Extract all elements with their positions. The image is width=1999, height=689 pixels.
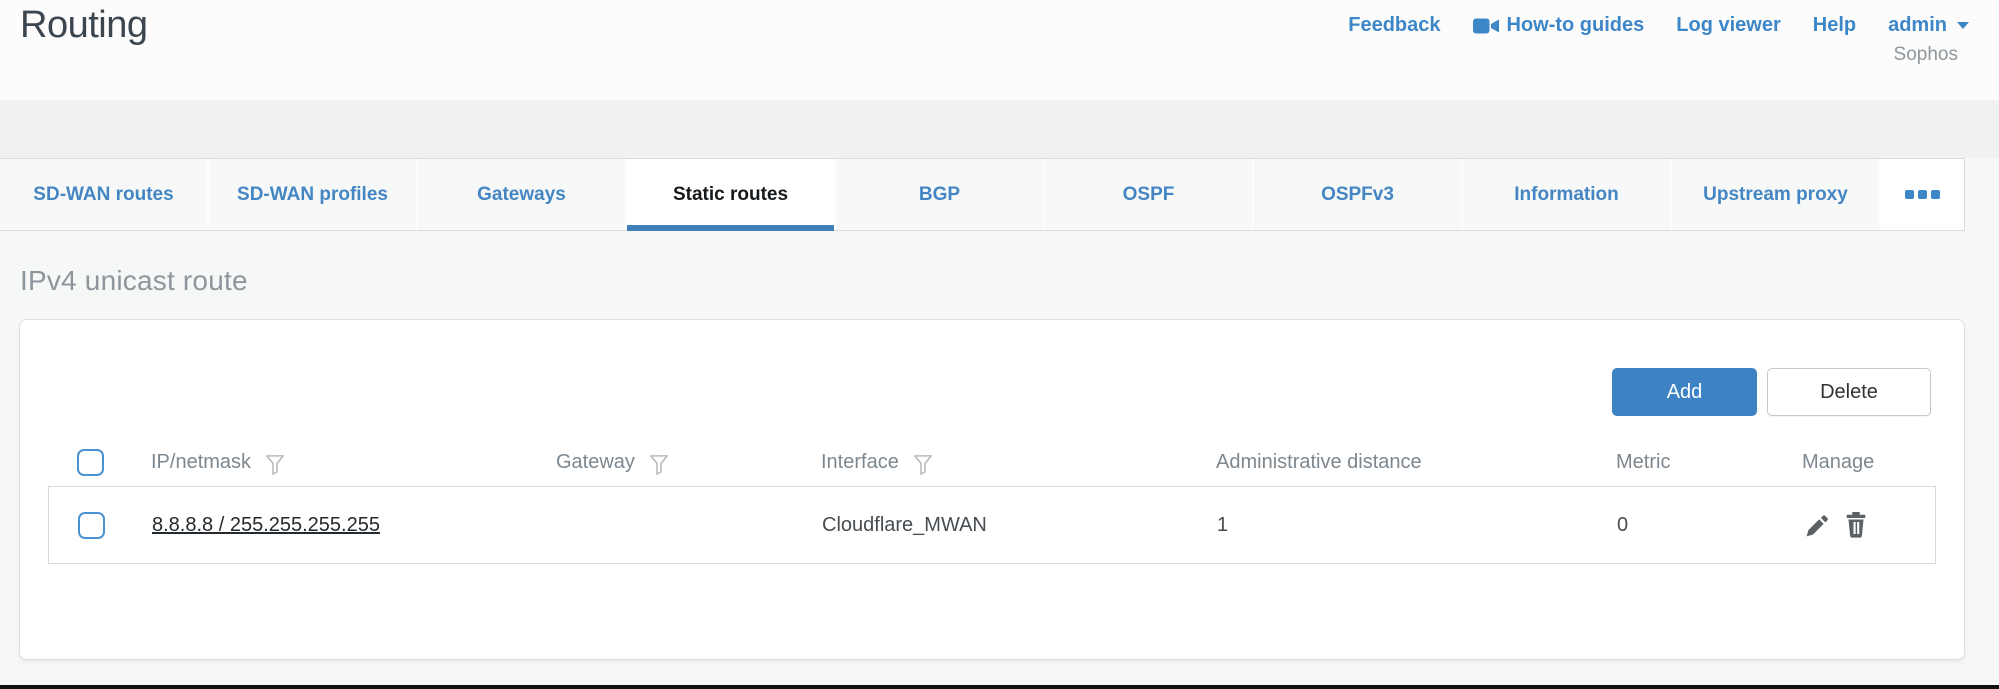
header-divider-band	[0, 100, 1999, 158]
org-label: Sophos	[1893, 44, 1958, 65]
tab-label: Gateways	[477, 183, 566, 205]
row-checkbox-cell	[49, 511, 134, 539]
tab-static-routes[interactable]: Static routes	[627, 159, 836, 231]
column-label: Interface	[821, 450, 899, 473]
header-checkbox-cell	[48, 448, 133, 476]
tab-ospf[interactable]: OSPF	[1045, 159, 1254, 230]
pencil-icon	[1806, 515, 1828, 537]
edit-button[interactable]	[1803, 510, 1833, 540]
admin-menu[interactable]: admin	[1888, 14, 1969, 37]
tab-overflow-button[interactable]	[1881, 159, 1964, 230]
tab-label: BGP	[918, 183, 961, 205]
top-nav: Feedback How-to guides Log viewer Help a…	[1348, 14, 1969, 37]
section-title: IPv4 unicast route	[20, 265, 248, 296]
column-label: Metric	[1616, 450, 1671, 473]
ellipsis-icon	[1905, 190, 1914, 199]
column-label: Gateway	[556, 450, 635, 473]
admin-menu-label: admin	[1888, 14, 1947, 36]
howto-guides-label: How-to guides	[1506, 14, 1645, 36]
delete-button[interactable]: Delete	[1767, 368, 1931, 416]
table-header-row: IP/netmask Gateway Interface	[48, 438, 1936, 486]
column-header-interface: Interface	[821, 448, 1216, 476]
column-label: Manage	[1802, 450, 1875, 473]
tab-label: Information	[1514, 183, 1619, 205]
column-header-manage: Manage	[1788, 451, 1936, 474]
column-header-administrative-distance: Administrative distance	[1216, 451, 1616, 474]
filter-icon[interactable]	[265, 454, 285, 476]
filter-icon[interactable]	[913, 454, 933, 476]
tab-label: OSPF	[1122, 183, 1175, 205]
row-checkbox[interactable]	[78, 511, 105, 539]
top-bar: Routing Feedback How-to guides Log viewe…	[0, 0, 1999, 100]
cell-manage	[1789, 510, 1935, 540]
route-link[interactable]: 8.8.8.8 / 255.255.255.255	[152, 513, 380, 536]
column-header-gateway: Gateway	[556, 448, 821, 476]
routes-table: IP/netmask Gateway Interface	[48, 438, 1936, 564]
content-area: IPv4 unicast route Add Delete IP/netmask…	[0, 231, 1999, 689]
filter-icon[interactable]	[649, 454, 669, 476]
log-viewer-label: Log viewer	[1676, 14, 1781, 36]
ellipsis-icon	[1918, 190, 1927, 199]
delete-row-button[interactable]	[1841, 510, 1871, 540]
tab-label: Upstream proxy	[1703, 183, 1848, 205]
howto-guides-link[interactable]: How-to guides	[1472, 14, 1645, 37]
tab-sd-wan-routes[interactable]: SD-WAN routes	[0, 159, 209, 230]
table-actions: Add Delete	[1612, 368, 1931, 416]
feedback-link-label: Feedback	[1348, 14, 1441, 36]
tab-sd-wan-profiles[interactable]: SD-WAN profiles	[209, 159, 418, 230]
tab-label: Static routes	[672, 183, 789, 205]
select-all-checkbox[interactable]	[77, 448, 104, 476]
log-viewer-link[interactable]: Log viewer	[1676, 14, 1780, 37]
cell-ip-netmask: 8.8.8.8 / 255.255.255.255	[134, 514, 557, 537]
add-button[interactable]: Add	[1612, 368, 1757, 416]
routes-card: Add Delete IP/netmask Gateway	[19, 319, 1965, 660]
column-label: Administrative distance	[1216, 450, 1422, 473]
tab-gateways[interactable]: Gateways	[418, 159, 627, 230]
cell-interface: Cloudflare_MWAN	[822, 513, 987, 536]
cell-metric: 0	[1617, 513, 1629, 536]
tab-label: OSPFv3	[1321, 183, 1394, 205]
tab-upstream-proxy[interactable]: Upstream proxy	[1672, 159, 1881, 230]
help-label: Help	[1812, 14, 1857, 36]
cell-administrative-distance: 1	[1217, 513, 1229, 536]
tab-bgp[interactable]: BGP	[836, 159, 1045, 230]
page-title: Routing	[20, 4, 148, 46]
ellipsis-icon	[1931, 190, 1940, 199]
column-header-metric: Metric	[1616, 451, 1788, 474]
tab-information[interactable]: Information	[1463, 159, 1672, 230]
tab-label: SD-WAN routes	[33, 183, 174, 205]
feedback-link[interactable]: Feedback	[1348, 14, 1440, 37]
trash-icon	[1846, 512, 1866, 538]
tab-bar: SD-WAN routes SD-WAN profiles Gateways S…	[0, 158, 1965, 231]
help-link[interactable]: Help	[1813, 14, 1856, 37]
table-row: 8.8.8.8 / 255.255.255.255 Cloudflare_MWA…	[48, 486, 1936, 564]
chevron-down-icon	[1957, 22, 1969, 29]
column-header-ip-netmask: IP/netmask	[133, 448, 556, 476]
tab-label: SD-WAN profiles	[237, 183, 388, 205]
video-camera-icon	[1472, 18, 1499, 33]
column-label: IP/netmask	[151, 450, 252, 473]
bottom-edge-bar	[0, 685, 1999, 689]
tab-ospfv3[interactable]: OSPFv3	[1254, 159, 1463, 230]
